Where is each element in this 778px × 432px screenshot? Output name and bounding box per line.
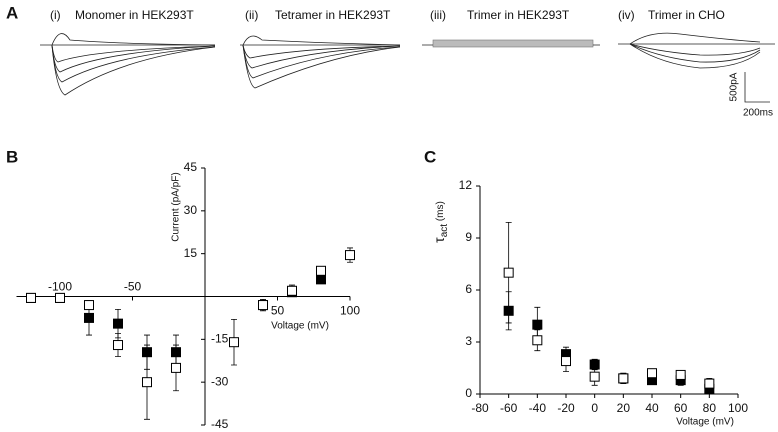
trace-title: Monomer in HEK293T [75, 8, 194, 22]
y-tick-label: 15 [184, 246, 198, 260]
x-tick-label: 80 [703, 401, 717, 415]
y-tick-label: -15 [211, 332, 229, 346]
y-label-subscript: act [439, 224, 450, 238]
data-point [84, 300, 94, 311]
x-tick-label: -100 [48, 280, 72, 294]
panel-label: B [6, 147, 18, 166]
y-axis-label: Current (pA/pF) [171, 172, 182, 241]
data-point [618, 373, 629, 384]
data-point [171, 362, 181, 373]
x-tick-label: 0 [591, 401, 598, 415]
x-tick-label: -50 [124, 280, 142, 294]
scale-current: 500pA [729, 72, 740, 101]
data-point [589, 371, 600, 382]
data-point [113, 318, 123, 329]
x-tick-label: -40 [529, 401, 547, 415]
data-point [142, 377, 152, 388]
y-label-unit: (ms) [435, 201, 446, 224]
data-point [258, 300, 268, 311]
y-tick-label: 12 [459, 178, 473, 192]
data-point [532, 319, 543, 330]
trace-index: (iv) [618, 8, 635, 22]
y-axis-label: τact (ms) [431, 201, 450, 243]
y-tick-label: 0 [465, 386, 472, 400]
x-tick-label: -20 [557, 401, 575, 415]
data-point [287, 285, 297, 296]
y-tick-label: 6 [465, 282, 472, 296]
trace-index: (i) [50, 8, 61, 22]
data-point [345, 250, 355, 261]
data-point [26, 292, 36, 303]
data-point [229, 337, 239, 348]
data-point [561, 356, 571, 367]
x-axis-label: Voltage (mV) [676, 417, 734, 428]
x-tick-label: -80 [471, 401, 489, 415]
trace-title: Tetramer in HEK293T [275, 8, 391, 22]
trace-index: (ii) [245, 8, 258, 22]
data-point [704, 378, 715, 389]
data-point [113, 340, 123, 351]
data-point [84, 312, 94, 323]
current-traces [40, 32, 775, 103]
panel-label: C [424, 147, 436, 166]
x-tick-label: 100 [728, 401, 748, 415]
data-point [503, 267, 514, 278]
data-point [675, 369, 686, 380]
x-tick-label: 20 [617, 401, 631, 415]
y-label-symbol: τ [431, 237, 447, 243]
x-tick-label: 50 [271, 304, 285, 318]
y-tick-label: 45 [184, 160, 198, 174]
x-axis-label: Voltage (mV) [271, 321, 329, 332]
trace-index: (iii) [430, 8, 446, 22]
panel-label: A [6, 3, 18, 22]
trace-title: Trimer in HEK293T [467, 8, 570, 22]
y-tick-label: 30 [184, 203, 198, 217]
data-point [55, 292, 65, 303]
y-tick-label: -45 [211, 417, 229, 431]
x-tick-label: -60 [500, 401, 518, 415]
x-tick-label: 40 [645, 401, 659, 415]
data-point [532, 335, 543, 346]
x-tick-label: 100 [340, 304, 360, 318]
data-point [647, 368, 657, 379]
y-tick-label: 3 [465, 334, 472, 348]
data-point [316, 274, 326, 285]
trace-title: Trimer in CHO [648, 8, 725, 22]
y-tick-label: 9 [465, 230, 472, 244]
y-tick-label: -30 [211, 374, 229, 388]
x-tick-label: 60 [674, 401, 688, 415]
data-point [316, 265, 326, 276]
scale-time: 200ms [743, 108, 773, 119]
